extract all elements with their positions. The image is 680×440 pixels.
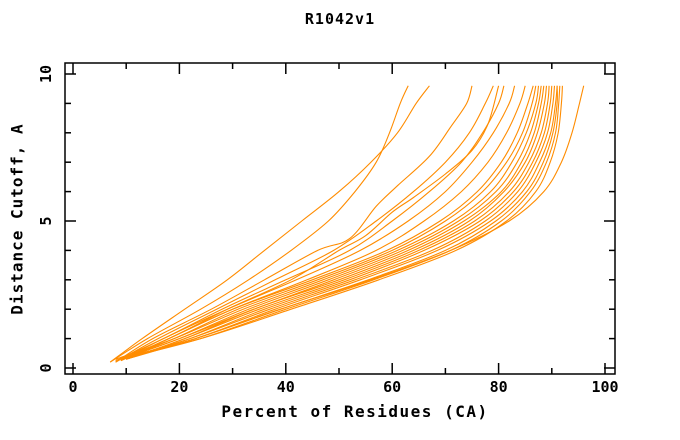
model-curve [126, 85, 548, 360]
model-curve [126, 85, 550, 360]
model-curve [126, 85, 585, 360]
model-curve [120, 85, 516, 362]
model-curve [126, 85, 553, 360]
x-axis-title: Percent of Residues (CA) [221, 402, 489, 421]
model-curve [120, 85, 534, 362]
y-tick-label: 5 [37, 216, 55, 225]
chart-title: R1042v1 [304, 10, 376, 28]
model-curve [120, 85, 542, 360]
x-tick-label: 60 [383, 378, 401, 396]
model-curve [120, 85, 500, 360]
model-curve [126, 85, 558, 359]
y-axis-title: Distance Cutoff, A [7, 123, 27, 315]
x-tick-label: 40 [277, 378, 295, 396]
x-tick-label: 0 [68, 378, 77, 396]
y-tick-label: 10 [37, 65, 55, 83]
model-curve [120, 85, 537, 360]
x-tick-label: 100 [591, 378, 618, 396]
model-curve [109, 85, 430, 363]
model-curve [115, 85, 473, 363]
model-curve [109, 85, 409, 363]
model-curve [115, 85, 505, 362]
model-curve [115, 85, 540, 360]
x-tick-label: 20 [170, 378, 188, 396]
x-tick-label: 80 [490, 378, 508, 396]
model-curve [115, 85, 494, 363]
plot-frame [64, 62, 616, 375]
model-curve [126, 85, 558, 359]
y-tick-label: 0 [37, 363, 55, 372]
model-curve [126, 85, 561, 359]
model-curve [120, 85, 556, 360]
